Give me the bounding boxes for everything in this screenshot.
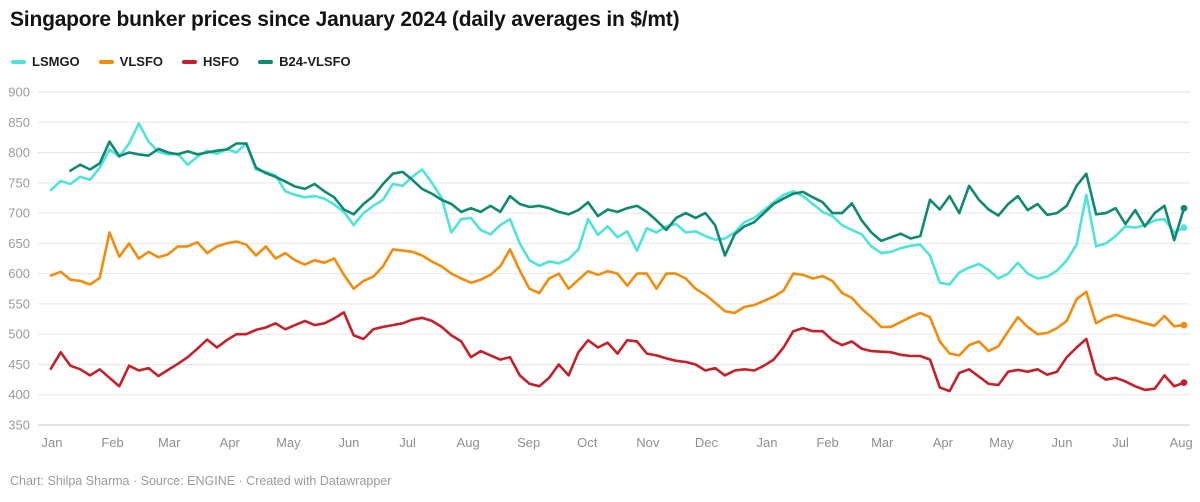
y-axis-label-900: 900 [8, 85, 30, 100]
x-axis-label-5-Jun: Jun [338, 435, 359, 450]
series-end-dot-lsmgo[interactable] [1180, 224, 1188, 232]
y-axis-label-350: 350 [8, 418, 30, 433]
x-axis-label-8-Sep: Sep [517, 435, 540, 450]
x-axis-label-7-Aug: Aug [457, 435, 480, 450]
legend-label-hsfo: HSFO [203, 54, 240, 69]
chart-byline: Chart: Shilpa Sharma · Source: ENGINE · … [10, 474, 392, 488]
y-axis-label-650: 650 [8, 236, 30, 251]
y-axis-label-400: 400 [8, 387, 30, 402]
legend-swatch-hsfo [182, 59, 198, 64]
legend-item-vlsfo: VLSFO [98, 54, 164, 69]
chart-title: Singapore bunker prices since January 20… [10, 8, 680, 31]
series-end-dot-b24-vlsfo[interactable] [1180, 204, 1188, 212]
series-line-b24-vlsfo[interactable] [69, 140, 1186, 257]
y-axis-label-800: 800 [8, 145, 30, 160]
x-axis-label-14-Mar: Mar [871, 435, 894, 450]
x-axis-label-3-Apr: Apr [220, 435, 241, 450]
y-axis-label-750: 750 [8, 175, 30, 190]
series-end-dot-vlsfo[interactable] [1180, 321, 1188, 329]
legend-item-hsfo: HSFO [182, 54, 239, 69]
legend-label-lsmgo: LSMGO [32, 54, 80, 69]
legend-swatch-b24-vlsfo [258, 59, 274, 64]
x-axis-label-17-Jun: Jun [1052, 435, 1073, 450]
x-axis-label-10-Nov: Nov [636, 435, 660, 450]
x-axis-label-18-Jul: Jul [1112, 435, 1129, 450]
series-line-vlsfo[interactable] [49, 231, 1186, 357]
legend-item-lsmgo: LSMGO [11, 54, 80, 69]
series-line-lsmgo[interactable] [49, 122, 1186, 286]
x-axis-label-4-May: May [276, 435, 301, 450]
legend: LSMGO VLSFO HSFO B24-VLSFO [11, 54, 351, 69]
x-axis-label-1-Feb: Feb [101, 435, 123, 450]
x-axis-label-15-Apr: Apr [933, 435, 954, 450]
legend-label-b24-vlsfo: B24-VLSFO [279, 54, 351, 69]
legend-swatch-lsmgo [11, 59, 26, 64]
y-axis-label-700: 700 [8, 206, 30, 221]
x-axis-label-9-Oct: Oct [577, 435, 598, 450]
series-line-hsfo[interactable] [49, 311, 1186, 393]
legend-swatch-vlsfo [98, 59, 114, 64]
legend-label-vlsfo: VLSFO [119, 54, 164, 69]
y-axis-label-600: 600 [8, 266, 30, 281]
x-axis-label-16-May: May [989, 435, 1014, 450]
x-axis-label-13-Feb: Feb [816, 435, 838, 450]
x-axis-label-2-Mar: Mar [158, 435, 181, 450]
x-axis-label-19-Aug: Aug [1170, 435, 1193, 450]
x-axis-label-0-Jan: Jan [42, 435, 63, 450]
x-axis-label-6-Jul: Jul [399, 435, 416, 450]
series-end-dot-hsfo[interactable] [1180, 379, 1188, 387]
legend-item-b24-vlsfo: B24-VLSFO [258, 54, 351, 69]
y-axis-label-550: 550 [8, 296, 30, 311]
y-axis-label-850: 850 [8, 115, 30, 130]
x-axis-label-11-Dec: Dec [695, 435, 719, 450]
y-axis-label-450: 450 [8, 357, 30, 372]
x-axis-label-12-Jan: Jan [757, 435, 778, 450]
y-axis-label-500: 500 [8, 327, 30, 342]
